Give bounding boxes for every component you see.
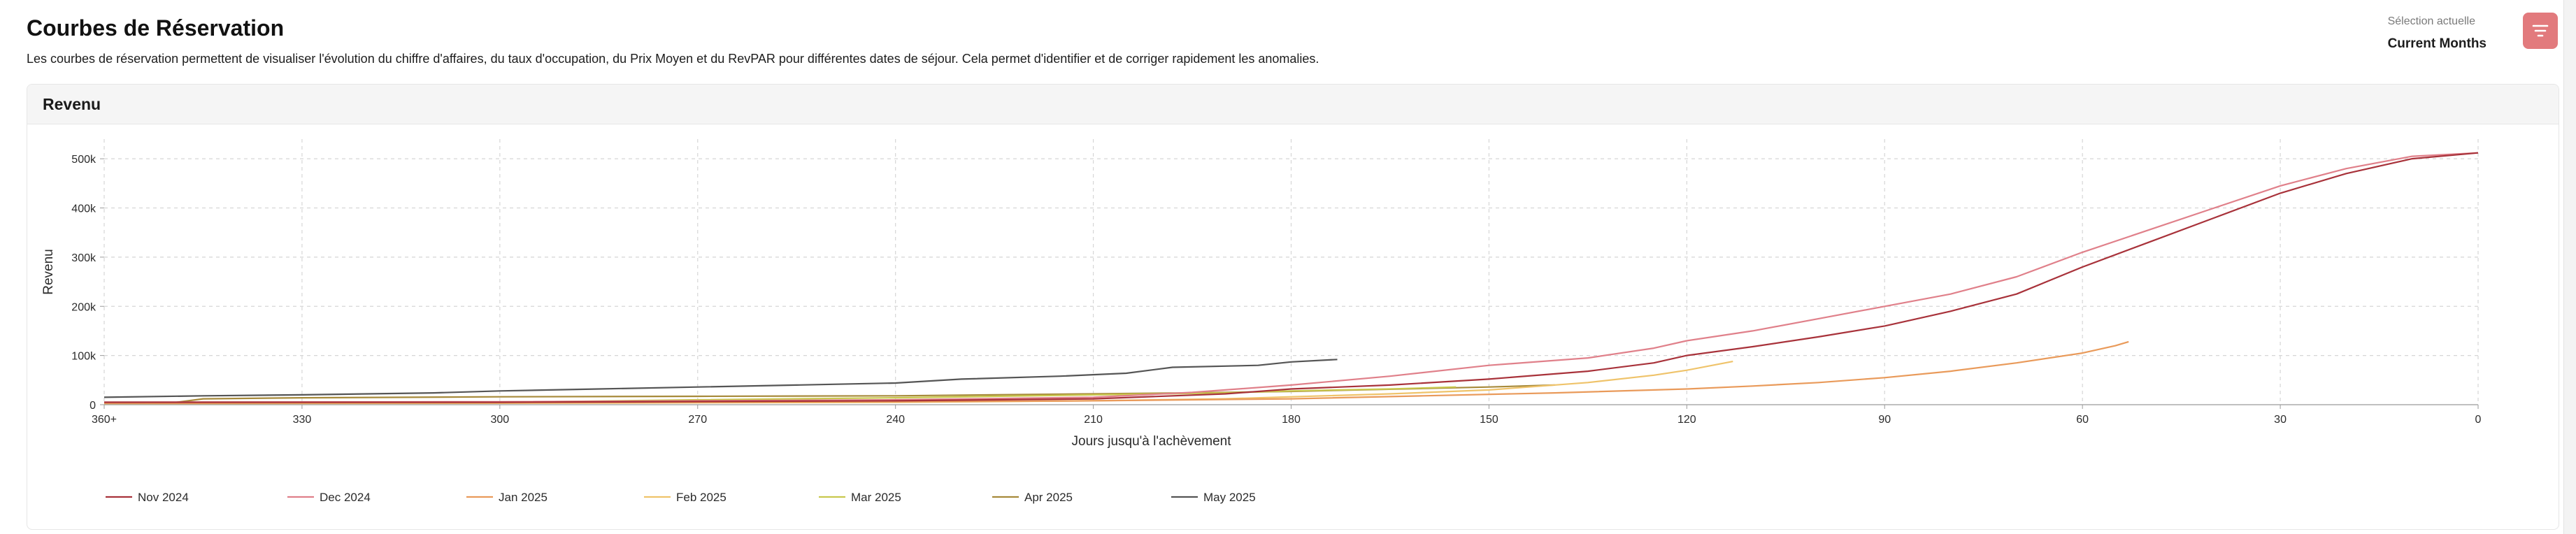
x-tick-label: 150	[1480, 414, 1498, 426]
revenue-card: Revenu 360+ 330 300 270 240 210 180 150 120 90 60 3…	[27, 84, 2559, 530]
legend-label: Dec 2024	[320, 491, 371, 504]
legend-label: Feb 2025	[676, 491, 727, 504]
y-tick-label: 300k	[71, 252, 96, 264]
card-header: Revenu	[27, 85, 2559, 124]
y-axis-label: Revenu	[41, 249, 56, 295]
y-tick-label: 200k	[71, 301, 96, 313]
legend-label: Apr 2025	[1024, 491, 1073, 504]
x-tick-label: 330	[293, 414, 312, 426]
filter-icon	[2532, 24, 2549, 37]
filter-button[interactable]	[2523, 13, 2558, 49]
legend-label: Mar 2025	[851, 491, 901, 504]
page-description: Les courbes de réservation permettent de…	[27, 52, 1319, 66]
legend-label: Nov 2024	[138, 491, 189, 504]
x-tick-label: 0	[2475, 414, 2482, 426]
card-title: Revenu	[43, 94, 101, 113]
revenue-chart: 360+ 330 300 270 240 210 180 150 120 90 60 30 00100k…	[41, 139, 2482, 504]
x-tick-label: 90	[1878, 414, 1891, 426]
y-tick-label: 0	[90, 400, 96, 412]
series-line-jan-2025	[103, 340, 2129, 404]
x-tick-label: 240	[886, 414, 905, 426]
x-tick-label: 300	[490, 414, 509, 426]
y-tick-label: 500k	[71, 154, 96, 166]
x-tick-label: 30	[2274, 414, 2287, 426]
selection-value: Current Months	[2387, 36, 2486, 51]
page-title: Courbes de Réservation	[27, 15, 285, 41]
legend-label: Jan 2025	[499, 491, 548, 504]
x-tick-label: 360+	[92, 414, 117, 426]
legend-label: May 2025	[1203, 491, 1256, 504]
x-tick-label: 180	[1282, 414, 1301, 426]
x-tick-label: 120	[1677, 414, 1696, 426]
x-tick-label: 270	[688, 414, 707, 426]
series-line-nov-2024	[104, 152, 2479, 403]
selection-label: Sélection actuelle	[2387, 15, 2475, 27]
series-line-dec-2024	[103, 152, 2479, 403]
y-tick-label: 400k	[71, 203, 96, 215]
y-tick-label: 100k	[71, 351, 96, 363]
series-line-may-2025	[103, 359, 1338, 398]
current-selection: Sélection actuelle Current Months	[2388, 15, 2486, 52]
x-axis-label: Jours jusqu'à l'achèvement	[1072, 434, 1232, 449]
x-tick-label: 60	[2076, 414, 2089, 426]
x-tick-label: 210	[1084, 414, 1103, 426]
